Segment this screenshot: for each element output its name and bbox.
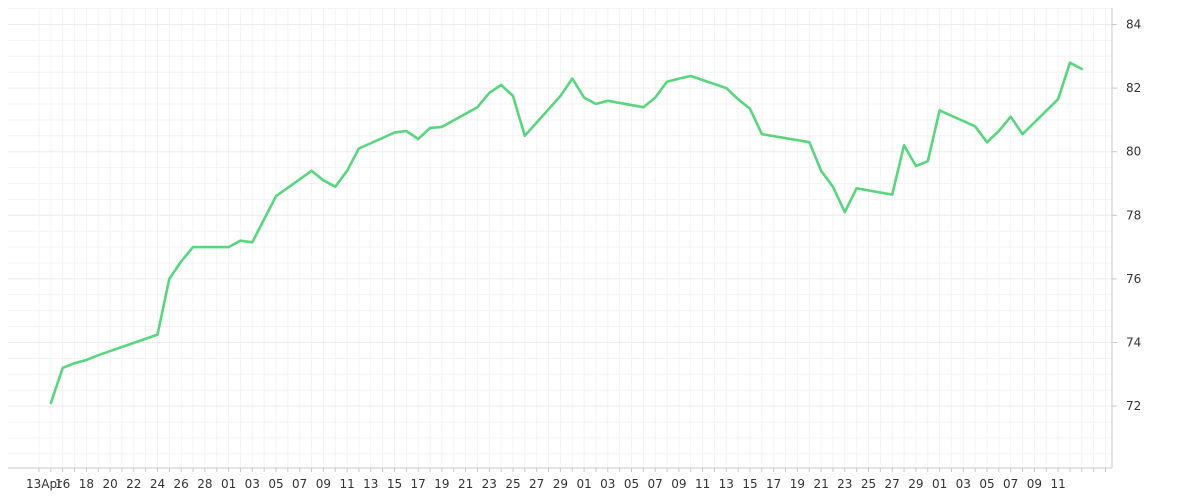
x-tick-label: 17 (411, 477, 426, 491)
x-tick-label: 11 (695, 477, 710, 491)
x-tick-label: 01 (576, 477, 591, 491)
x-tick-label: 25 (861, 477, 876, 491)
x-tick-label: 25 (505, 477, 520, 491)
x-tick-label: 13 (363, 477, 378, 491)
x-tick-label: 07 (1003, 477, 1018, 491)
chart-grid (8, 8, 1112, 468)
x-tick-label: 16 (55, 477, 70, 491)
x-tick-label: 26 (174, 477, 189, 491)
x-tick-label: 19 (434, 477, 449, 491)
y-tick-label: 72 (1126, 399, 1141, 413)
x-tick-label: 09 (1027, 477, 1042, 491)
x-tick-label: 11 (1050, 477, 1065, 491)
x-tick-label: 13Apr (26, 477, 62, 491)
x-tick-label: 20 (102, 477, 117, 491)
x-tick-label: 13 (719, 477, 734, 491)
x-tick-label: 21 (458, 477, 473, 491)
x-tick-label: 03 (245, 477, 260, 491)
x-tick-label: 01 (221, 477, 236, 491)
x-tick-label: 21 (813, 477, 828, 491)
x-tick-label: 07 (292, 477, 307, 491)
x-tick-label: 28 (197, 477, 212, 491)
x-tick-label: 27 (529, 477, 544, 491)
x-tick-label: 18 (79, 477, 94, 491)
x-tick-label: 11 (339, 477, 354, 491)
x-tick-label: 23 (482, 477, 497, 491)
x-tick-label: 23 (837, 477, 852, 491)
y-tick-label: 82 (1126, 81, 1141, 95)
x-tick-label: 01 (932, 477, 947, 491)
x-tick-label: 05 (624, 477, 639, 491)
x-tick-label: 19 (790, 477, 805, 491)
x-tick-label: 03 (956, 477, 971, 491)
x-tick-label: 03 (600, 477, 615, 491)
x-tick-label: 15 (742, 477, 757, 491)
series-line (49, 61, 1084, 405)
y-tick-label: 78 (1126, 208, 1141, 222)
x-tick-label: 24 (150, 477, 165, 491)
x-tick-label: 29 (908, 477, 923, 491)
y-tick-label: 84 (1126, 18, 1141, 32)
x-tick-label: 07 (648, 477, 663, 491)
y-tick-label: 74 (1126, 336, 1141, 350)
x-tick-label: 27 (885, 477, 900, 491)
x-tick-label: 29 (553, 477, 568, 491)
x-tick-label: 15 (387, 477, 402, 491)
x-tick-label: 22 (126, 477, 141, 491)
x-tick-label: 05 (979, 477, 994, 491)
y-tick-label: 76 (1126, 272, 1141, 286)
x-tick-label: 05 (268, 477, 283, 491)
y-tick-label: 80 (1126, 145, 1141, 159)
x-tick-label: 17 (766, 477, 781, 491)
chart-series (49, 61, 1084, 405)
x-tick-label: 09 (671, 477, 686, 491)
chart-axes (8, 8, 1117, 472)
x-tick-label: 09 (316, 477, 331, 491)
